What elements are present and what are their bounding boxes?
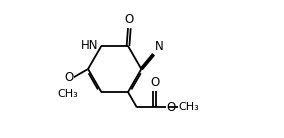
Text: N: N xyxy=(155,40,164,53)
Text: O: O xyxy=(150,76,159,89)
Text: CH₃: CH₃ xyxy=(57,89,78,99)
Text: O: O xyxy=(64,71,73,84)
Text: O: O xyxy=(125,13,134,26)
Text: HN: HN xyxy=(80,39,98,52)
Text: CH₃: CH₃ xyxy=(178,102,199,112)
Text: O: O xyxy=(166,101,176,114)
